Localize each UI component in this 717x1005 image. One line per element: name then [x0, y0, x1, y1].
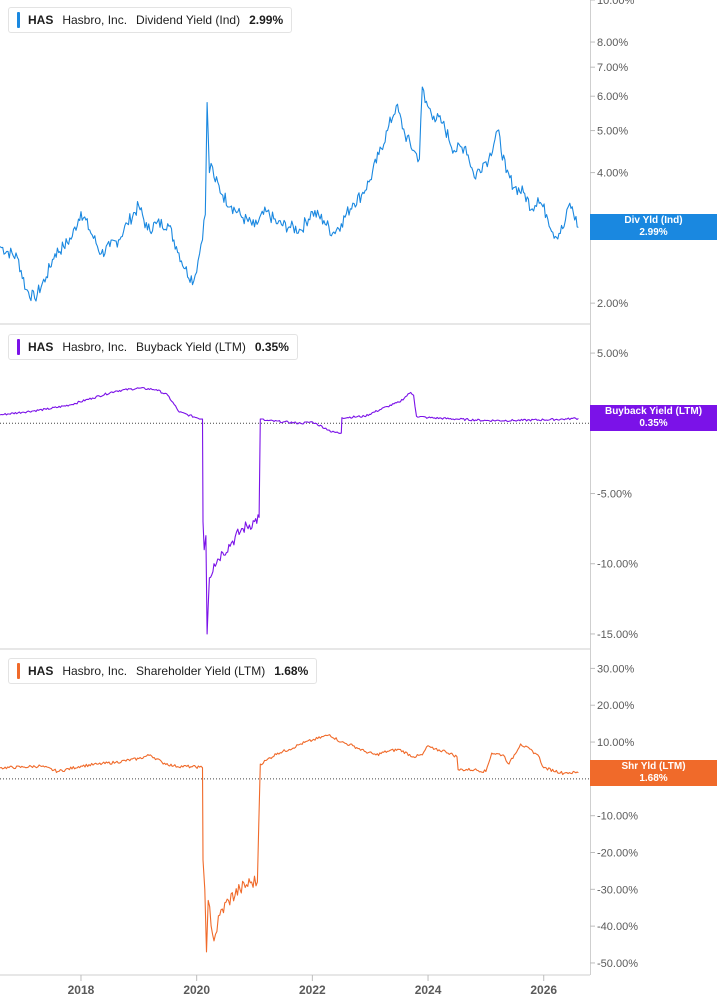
y-tick-label: 10.00% [597, 0, 635, 7]
y-tick-label: -10.00% [597, 559, 638, 571]
shareholder-yield-value-tag: Shr Yld (LTM) 1.68% [590, 759, 717, 786]
legend-value: 0.35% [254, 340, 289, 354]
tag-label: Div Yld (Ind) [624, 215, 683, 227]
y-tick-label: -40.00% [597, 921, 638, 933]
y-tick-label: 10.00% [597, 737, 635, 749]
y-tick-label: 30.00% [597, 663, 635, 675]
y-tick-label: 6.00% [597, 91, 628, 103]
x-tick-label: 2026 [530, 983, 557, 997]
series-line [0, 386, 579, 635]
series-line [0, 734, 579, 953]
tag-value: 0.35% [639, 418, 668, 430]
legend-ticker: HAS [28, 664, 54, 678]
dividend-yield-value-tag: Div Yld (Ind) 2.99% [590, 214, 717, 241]
y-tick-label: 20.00% [597, 700, 635, 712]
y-tick-label: 5.00% [597, 348, 628, 360]
legend-metric: Buyback Yield (LTM) [136, 340, 246, 354]
y-tick-label: -30.00% [597, 884, 638, 896]
legend-ticker: HAS [28, 340, 54, 354]
y-tick-label: 2.00% [597, 298, 628, 310]
legend-value: 2.99% [249, 13, 284, 27]
buyback-yield-swatch [17, 339, 20, 355]
dividend-yield-swatch [17, 12, 20, 28]
legend-ticker: HAS [28, 13, 54, 27]
tag-value: 2.99% [639, 227, 668, 239]
legend-company: Hasbro, Inc. [62, 13, 128, 27]
tag-label: Shr Yld (LTM) [621, 760, 686, 772]
y-tick-label: 7.00% [597, 62, 628, 74]
x-tick-label: 2022 [299, 983, 326, 997]
y-tick-label: -15.00% [597, 629, 638, 641]
y-tick-label: -5.00% [597, 489, 632, 501]
tag-label: Buyback Yield (LTM) [604, 406, 703, 418]
y-tick-label: -50.00% [597, 958, 638, 970]
buyback-yield-legend[interactable]: HAS Hasbro, Inc. Buyback Yield (LTM) 0.3… [8, 334, 298, 360]
legend-metric: Dividend Yield (Ind) [136, 13, 241, 27]
shareholder-yield-legend[interactable]: HAS Hasbro, Inc. Shareholder Yield (LTM)… [8, 658, 318, 684]
y-tick-label: -20.00% [597, 848, 638, 860]
x-tick-label: 2020 [183, 983, 210, 997]
shareholder-yield-swatch [17, 663, 20, 679]
y-tick-label: 8.00% [597, 37, 628, 49]
tag-value: 1.68% [639, 772, 668, 784]
y-tick-label: 5.00% [597, 126, 628, 138]
x-tick-label: 2024 [415, 983, 442, 997]
dividend-yield-legend[interactable]: HAS Hasbro, Inc. Dividend Yield (Ind) 2.… [8, 7, 293, 33]
legend-company: Hasbro, Inc. [62, 664, 128, 678]
legend-company: Hasbro, Inc. [62, 340, 128, 354]
buyback-yield-value-tag: Buyback Yield (LTM) 0.35% [590, 405, 717, 432]
series-line [0, 86, 579, 302]
y-tick-label: 4.00% [597, 168, 628, 180]
legend-value: 1.68% [274, 664, 309, 678]
legend-metric: Shareholder Yield (LTM) [136, 664, 266, 678]
y-tick-label: -10.00% [597, 811, 638, 823]
x-tick-label: 2018 [68, 983, 95, 997]
